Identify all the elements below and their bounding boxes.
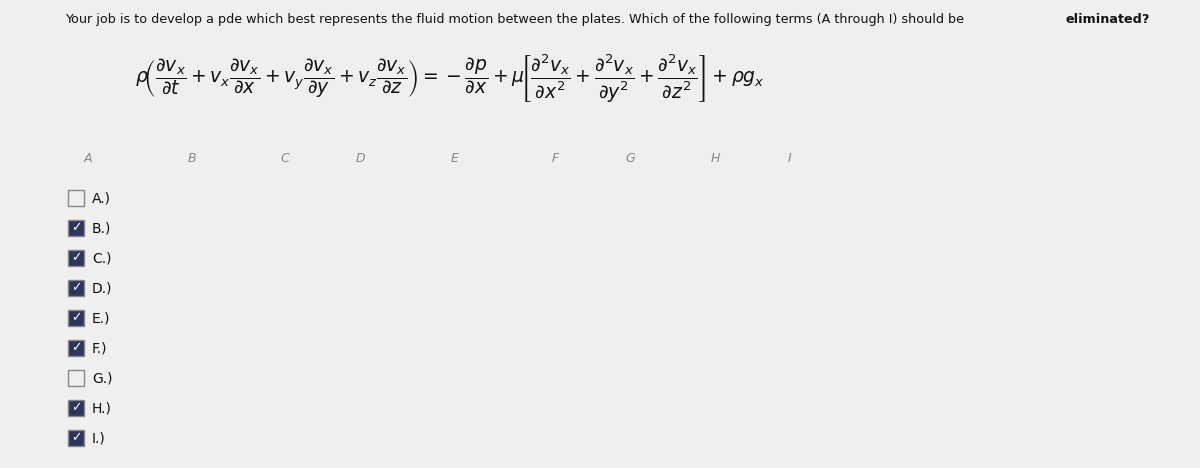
Text: ✓: ✓ xyxy=(71,221,82,234)
Text: ✓: ✓ xyxy=(71,251,82,264)
Text: ✓: ✓ xyxy=(71,312,82,324)
Text: G.): G.) xyxy=(92,371,113,385)
Bar xyxy=(68,220,84,236)
Text: $\rho\!\left(\dfrac{\partial v_x}{\partial t} + v_x\dfrac{\partial v_x}{\partial: $\rho\!\left(\dfrac{\partial v_x}{\parti… xyxy=(136,53,764,105)
Text: G: G xyxy=(625,152,635,164)
Text: I: I xyxy=(788,152,792,164)
Bar xyxy=(68,280,84,296)
Text: D: D xyxy=(355,152,365,164)
Text: B.): B.) xyxy=(92,221,112,235)
Text: B: B xyxy=(187,152,197,164)
Text: ✓: ✓ xyxy=(71,431,82,445)
Bar xyxy=(68,430,84,446)
Bar xyxy=(68,190,84,206)
Bar xyxy=(68,400,84,416)
Text: C: C xyxy=(281,152,289,164)
Bar xyxy=(68,340,84,356)
Text: C.): C.) xyxy=(92,251,112,265)
Text: A: A xyxy=(84,152,92,164)
Text: H.): H.) xyxy=(92,401,112,415)
Text: E.): E.) xyxy=(92,311,110,325)
Text: E: E xyxy=(451,152,458,164)
Text: Your job is to develop a pde which best represents the fluid motion between the : Your job is to develop a pde which best … xyxy=(65,13,968,26)
Bar xyxy=(68,310,84,326)
Text: eliminated?: eliminated? xyxy=(1066,13,1150,26)
Bar xyxy=(68,370,84,386)
Text: ✓: ✓ xyxy=(71,281,82,294)
Bar xyxy=(68,250,84,266)
Text: ✓: ✓ xyxy=(71,342,82,354)
Text: F.): F.) xyxy=(92,341,108,355)
Text: I.): I.) xyxy=(92,431,106,445)
Text: D.): D.) xyxy=(92,281,113,295)
Text: F: F xyxy=(551,152,559,164)
Text: A.): A.) xyxy=(92,191,112,205)
Text: ✓: ✓ xyxy=(71,402,82,415)
Text: H: H xyxy=(710,152,720,164)
